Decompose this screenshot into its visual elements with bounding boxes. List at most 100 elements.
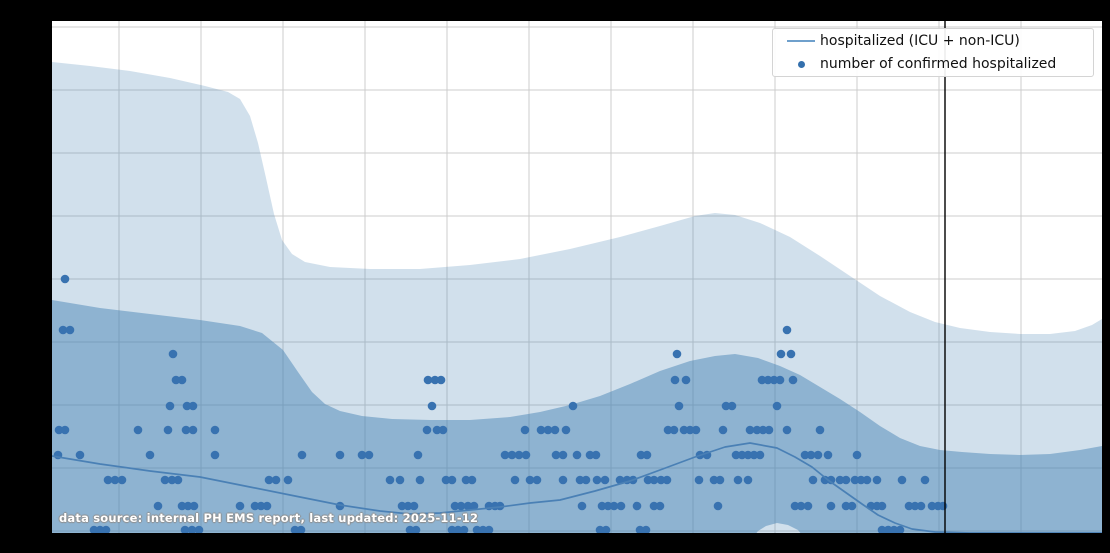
chart-canvas	[52, 21, 1102, 533]
confirmed-hospitalized-dot	[615, 475, 625, 485]
confirmed-hospitalized-dot	[820, 475, 830, 485]
confirmed-hospitalized-dot	[782, 425, 792, 435]
confirmed-hospitalized-dot	[427, 401, 437, 411]
legend-item-confirmed: number of confirmed hospitalized	[782, 54, 1083, 74]
confirmed-hospitalized-dot	[189, 501, 199, 511]
confirmed-hospitalized-dot	[459, 525, 469, 533]
confirmed-hospitalized-dot	[581, 475, 591, 485]
confirmed-hospitalized-dot	[585, 450, 595, 460]
confirmed-hospitalized-dot	[715, 475, 725, 485]
confirmed-hospitalized-dot	[411, 525, 421, 533]
confirmed-hospitalized-dot	[745, 425, 755, 435]
confirmed-hospitalized-dot	[591, 450, 601, 460]
confirmed-hospitalized-dot	[187, 525, 197, 533]
confirmed-hospitalized-dot	[775, 375, 785, 385]
confirmed-hospitalized-dot	[264, 475, 274, 485]
confirmed-hospitalized-dot	[395, 475, 405, 485]
confirmed-hospitalized-dot	[271, 475, 281, 485]
confirmed-hospitalized-dot	[616, 501, 626, 511]
inner-confidence-band	[52, 300, 1102, 533]
confirmed-hospitalized-dot	[895, 525, 905, 533]
confirmed-hospitalized-dot	[558, 475, 568, 485]
confirmed-hospitalized-dot	[283, 475, 293, 485]
confirmed-hospitalized-dot	[764, 425, 774, 435]
confirmed-hospitalized-dot	[862, 475, 872, 485]
confirmed-hospitalized-dot	[841, 475, 851, 485]
confirmed-hospitalized-dot	[663, 425, 673, 435]
confirmed-hospitalized-dot	[603, 501, 613, 511]
confirmed-hospitalized-dot	[171, 375, 181, 385]
dot-glyph-icon	[797, 60, 805, 68]
confirmed-hospitalized-dot	[145, 450, 155, 460]
legend-label-hospitalized: hospitalized (ICU + non-ICU)	[820, 33, 1020, 49]
confirmed-hospitalized-dot	[441, 475, 451, 485]
confirmed-hospitalized-dot	[561, 425, 571, 435]
confirmed-hospitalized-dot	[649, 501, 659, 511]
confirmed-hospitalized-dot	[803, 501, 813, 511]
data-source-watermark: data source: internal PH EMS report, las…	[59, 511, 479, 525]
confirmed-hospitalized-dot	[655, 501, 665, 511]
confirmed-hospitalized-dot	[550, 425, 560, 435]
confirmed-hospitalized-dot	[568, 401, 578, 411]
confirmed-hospitalized-dot	[551, 450, 561, 460]
confirmed-hospitalized-dot	[752, 425, 762, 435]
outer-confidence-band	[52, 62, 1102, 533]
confirmed-hospitalized-dot	[800, 450, 810, 460]
confirmed-hospitalized-dot	[75, 450, 85, 460]
confirmed-hospitalized-dot	[662, 475, 672, 485]
confirmed-hospitalized-dot	[575, 475, 585, 485]
confirmed-hospitalized-dot	[450, 501, 460, 511]
confirmed-hospitalized-dot	[672, 349, 682, 359]
confirmed-hospitalized-dot	[173, 475, 183, 485]
confirmed-hospitalized-dot	[643, 475, 653, 485]
confirmed-hospitalized-dot	[110, 475, 120, 485]
confirmed-hospitalized-dot	[250, 501, 260, 511]
confirmed-hospitalized-dot	[600, 475, 610, 485]
confirmed-hospitalized-dot	[180, 525, 190, 533]
confirmed-hospitalized-dot	[500, 450, 510, 460]
confirmed-hospitalized-dot	[713, 501, 723, 511]
confirmed-hospitalized-dot	[117, 475, 127, 485]
confirmed-hospitalized-dot	[447, 475, 457, 485]
confirmed-hospitalized-dot	[813, 450, 823, 460]
confirmed-hospitalized-dot	[210, 450, 220, 460]
confirmed-hospitalized-dot	[691, 425, 701, 435]
confirmed-hospitalized-dot	[601, 525, 611, 533]
confirmed-hospitalized-dot	[103, 475, 113, 485]
confirmed-hospitalized-dot	[776, 349, 786, 359]
confirmed-hospitalized-dot	[467, 475, 477, 485]
confirmed-hospitalized-dot	[856, 475, 866, 485]
confirmed-hospitalized-dot	[413, 450, 423, 460]
confirmed-hospitalized-dot	[463, 501, 473, 511]
confirmed-hospitalized-dot	[297, 450, 307, 460]
confirmed-hospitalized-dot	[65, 325, 75, 335]
confirmed-hospitalized-dot	[262, 501, 272, 511]
confirmed-hospitalized-dot	[543, 425, 553, 435]
confirmed-hospitalized-dot	[422, 425, 432, 435]
confirmed-hospitalized-dot	[60, 425, 70, 435]
confirmed-hospitalized-dot	[385, 475, 395, 485]
confirmed-hospitalized-dot	[757, 375, 767, 385]
confirmed-hospitalized-dot	[183, 501, 193, 511]
confirmed-hospitalized-dot	[167, 475, 177, 485]
confirmed-hospitalized-dot	[826, 501, 836, 511]
confirmed-hospitalized-dot	[609, 501, 619, 511]
confirmed-hospitalized-dot	[165, 401, 175, 411]
confirmed-hospitalized-dot	[423, 375, 433, 385]
confirmed-hospitalized-dot	[432, 425, 442, 435]
confirmed-hospitalized-dot	[577, 501, 587, 511]
confirmed-hospitalized-dot	[357, 450, 367, 460]
confirmed-hospitalized-dot	[786, 349, 796, 359]
confirmed-hospitalized-dot	[484, 525, 494, 533]
confirmed-hospitalized-dot	[296, 525, 306, 533]
confirmed-hospitalized-dot	[495, 501, 505, 511]
confirmed-hospitalized-dot	[153, 501, 163, 511]
legend: hospitalized (ICU + non-ICU) number of c…	[772, 28, 1094, 77]
confirmed-hospitalized-dot	[514, 450, 524, 460]
confirmed-hospitalized-dot	[469, 501, 479, 511]
confirmed-hospitalized-dot	[897, 475, 907, 485]
confirmed-hospitalized-dot	[177, 375, 187, 385]
confirmed-hospitalized-dot	[188, 401, 198, 411]
confirmed-hospitalized-dot	[877, 501, 887, 511]
confirmed-hospitalized-dot	[438, 425, 448, 435]
